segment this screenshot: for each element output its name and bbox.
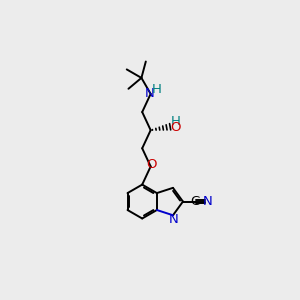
Text: C: C [190, 195, 200, 208]
Text: O: O [170, 121, 181, 134]
Text: O: O [146, 158, 157, 171]
Text: H: H [152, 83, 162, 96]
Text: H: H [171, 115, 181, 128]
Text: N: N [169, 213, 178, 226]
Text: N: N [203, 195, 212, 208]
Text: N: N [145, 87, 155, 100]
